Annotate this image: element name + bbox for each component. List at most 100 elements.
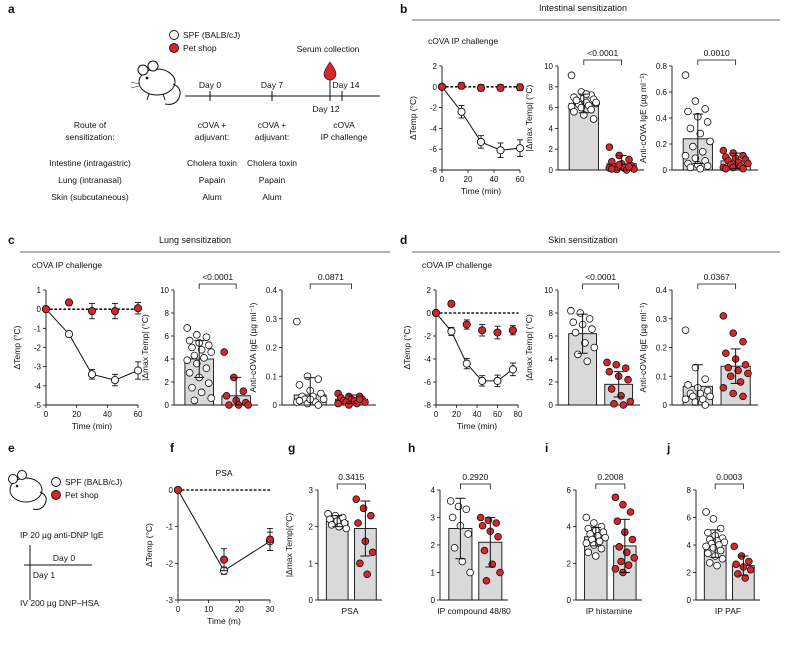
y-tick-label: -4 bbox=[430, 124, 438, 133]
section-title-intestinal: Intestinal sensitization bbox=[539, 3, 627, 13]
legend-spf-label-e: SPF (BALB/cJ) bbox=[65, 477, 122, 487]
route-row-day0: Alum bbox=[202, 192, 221, 202]
data-point-pet bbox=[515, 83, 525, 92]
y-tick-label: 0 bbox=[169, 486, 174, 495]
panel-letter-i: i bbox=[545, 441, 548, 455]
y-tick-label: 4 bbox=[549, 355, 554, 364]
y-axis-label: ΔTemp (°C) bbox=[144, 523, 154, 567]
y-tick-label: 0 bbox=[663, 166, 668, 175]
y-tick-label: 2 bbox=[431, 541, 436, 550]
data-point-spf bbox=[589, 115, 598, 123]
data-point-spf bbox=[597, 544, 606, 553]
data-point-pet bbox=[173, 485, 183, 495]
x-axis-label: PSA bbox=[341, 606, 358, 616]
y-tick-label: -2 bbox=[430, 104, 438, 113]
data-point-spf bbox=[496, 146, 505, 155]
section-title-skin: Skin sensitization bbox=[548, 235, 618, 245]
route-label-2: sensitization: bbox=[65, 132, 114, 142]
y-tick-label: 0.1 bbox=[266, 372, 278, 381]
day7-label: Day 7 bbox=[261, 80, 283, 90]
y-tick-label: 2 bbox=[433, 62, 438, 71]
y-tick-label: 4 bbox=[549, 124, 554, 133]
data-point-pet bbox=[734, 570, 742, 578]
data-point-spf bbox=[295, 396, 304, 405]
series-line-spf bbox=[435, 312, 514, 382]
chart-i: 0 2 4 6 0.2008 IP histamine bbox=[567, 472, 642, 616]
y-tick-label: 0 bbox=[549, 166, 554, 175]
x-axis-label: Time (min) bbox=[461, 186, 501, 196]
x-tick-label: 60 bbox=[134, 410, 143, 419]
y-axis-label: |Δmax Temp| (°C) bbox=[140, 314, 150, 381]
y-tick-label: 0.2 bbox=[266, 344, 278, 353]
data-point-spf bbox=[197, 388, 206, 397]
x-tick-label: 40 bbox=[103, 410, 112, 419]
data-point-spf bbox=[703, 162, 712, 170]
x-tick-label: 10 bbox=[204, 605, 213, 614]
data-point-spf bbox=[704, 549, 712, 558]
x-tick-label: 20 bbox=[464, 175, 473, 184]
data-point-spf bbox=[582, 539, 591, 547]
data-point-spf bbox=[706, 137, 714, 146]
y-tick-label: -2 bbox=[34, 344, 42, 353]
data-point-spf bbox=[684, 107, 692, 116]
route-row-route: Lung (intranasal) bbox=[58, 175, 122, 185]
data-point-pet bbox=[605, 143, 614, 151]
data-point-spf bbox=[684, 381, 692, 389]
data-point-spf bbox=[197, 345, 206, 354]
y-tick-label: 8 bbox=[165, 309, 170, 318]
y-axis-label: |Δmax Temp|(°C) bbox=[284, 513, 294, 578]
data-point-pet bbox=[739, 337, 747, 346]
data-point-spf bbox=[582, 513, 591, 522]
data-point-spf bbox=[574, 350, 582, 359]
data-point-pet bbox=[219, 555, 229, 564]
y-tick-label: 4 bbox=[431, 486, 436, 495]
y-tick-label: 0 bbox=[427, 309, 432, 318]
y-tick-label: 6 bbox=[567, 486, 572, 495]
data-point-pet bbox=[447, 299, 456, 308]
y-tick-label: 2 bbox=[309, 523, 314, 532]
route-row-day0: Cholera toxin bbox=[187, 158, 237, 168]
data-point-spf bbox=[718, 554, 727, 563]
data-point-spf bbox=[691, 398, 700, 406]
chart-c-time: -5 -4 -3 -2 -1 0 1 ΔTemp (°C) 0 20 40 60 Time (min) c… bbox=[12, 260, 143, 431]
chart-subtitle: cOVA IP challenge bbox=[422, 260, 492, 270]
x-tick-label: 40 bbox=[490, 175, 499, 184]
y-tick-label: 0 bbox=[663, 401, 668, 410]
y-tick-label: 0 bbox=[687, 596, 692, 605]
data-point-pet bbox=[621, 364, 630, 373]
legend-pet-marker-e bbox=[51, 490, 61, 500]
p-value-label: 0.0003 bbox=[716, 472, 742, 482]
p-value-label: <0.0001 bbox=[585, 272, 616, 282]
data-point-pet bbox=[628, 535, 637, 544]
data-point-spf bbox=[207, 348, 215, 356]
data-point-spf bbox=[709, 543, 718, 552]
data-point-spf bbox=[588, 325, 596, 333]
y-tick-label: -2 bbox=[424, 332, 432, 341]
data-point-spf bbox=[515, 144, 525, 153]
data-point-pet bbox=[431, 308, 441, 318]
data-point-spf bbox=[591, 552, 600, 560]
significance-bracket bbox=[198, 283, 237, 289]
chart-g: 0 1 2 3 |Δmax Temp|(°C) 0.3415 PSA bbox=[284, 472, 382, 616]
bar bbox=[325, 520, 349, 601]
y-tick-label: -1 bbox=[34, 324, 42, 333]
significance-bracket bbox=[336, 483, 366, 489]
data-point-spf bbox=[183, 356, 192, 364]
data-point-pet bbox=[462, 320, 471, 329]
y-tick-label: 4 bbox=[165, 355, 170, 364]
data-point-spf bbox=[691, 363, 700, 372]
y-axis-label: Anti-cOVA IgE (µg ml⁻¹) bbox=[248, 302, 258, 392]
data-point-spf bbox=[188, 383, 196, 392]
data-point-spf bbox=[572, 96, 581, 105]
chart-subtitle: cOVA IP challenge bbox=[428, 36, 498, 46]
y-axis-label: Anti-cOVA IgE (µg ml⁻¹) bbox=[638, 73, 648, 163]
y-tick-label: 0.4 bbox=[656, 114, 668, 123]
data-point-spf bbox=[447, 327, 456, 336]
data-point-pet bbox=[610, 400, 618, 408]
cova-adjuvant-day0-1: cOVA + bbox=[198, 120, 226, 130]
y-tick-label: 0 bbox=[37, 305, 42, 314]
chart-d-time: -8 -6 -4 -2 0 2 ΔTemp (°C) 0 20 40 60 80 Time (min) c… bbox=[402, 260, 523, 431]
data-point-spf bbox=[583, 357, 592, 366]
data-point-pet bbox=[611, 565, 620, 573]
